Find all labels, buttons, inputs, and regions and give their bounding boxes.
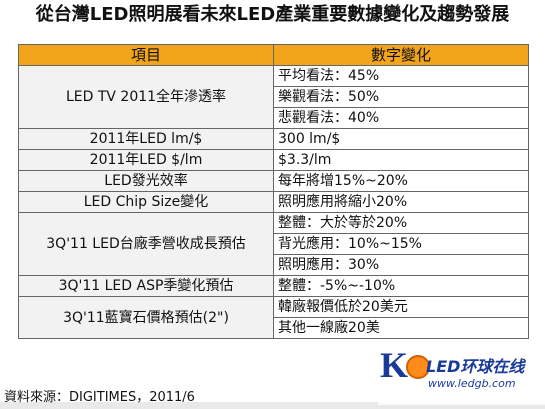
data-table: 項目 數字變化 LED TV 2011全年滲透率 平均看法：45% 樂觀看法：5… (18, 44, 529, 339)
logo-name: LED环球在线 (426, 357, 525, 376)
row-value: 每年將增15%~20% (273, 170, 529, 192)
table-row: LED發光效率 每年將增15%~20% (18, 170, 529, 192)
logo-url: www.ledgb.com (428, 377, 516, 390)
table-header-row: 項目 數字變化 (18, 44, 529, 66)
table-row: 悲觀看法：40% (19, 107, 529, 129)
table-row: 其他一線廠20美 (19, 317, 529, 339)
row-label: LED Chip Size變化 (18, 191, 274, 213)
bulb-icon (406, 355, 430, 379)
row-value: 背光應用：10%~15% (273, 233, 529, 255)
table-row: LED Chip Size變化 照明應用將縮小20% (18, 191, 529, 213)
table-row: 3Q'11 LED ASP季變化預估 整體：-5%~-10% (18, 275, 529, 297)
logo-letter: K (380, 345, 409, 385)
row-value: 韓廠報價低於20美元 (273, 296, 529, 318)
table-row: LED TV 2011全年滲透率 平均看法：45% (18, 65, 529, 129)
row-value: 300 lm/$ (273, 128, 529, 150)
row-label: 3Q'11藍寶石價格預估(2") (18, 296, 274, 339)
row-label: 3Q'11 LED ASP季變化預估 (18, 275, 274, 297)
table-row: 2011年LED lm/$ 300 lm/$ (18, 128, 529, 150)
watermark-logo: K LED环球在线 www.ledgb.com (378, 345, 545, 405)
row-value: 照明應用：30% (273, 254, 529, 276)
table-row: 樂觀看法：50% (19, 86, 529, 108)
table-row: 3Q'11藍寶石價格預估(2") 韓廠報價低於20美元 (18, 296, 529, 339)
page-title: 從台灣LED照明展看未來LED產業重要數據變化及趨勢發展 (35, 4, 510, 25)
source-note: 資料來源：DIGITIMES，2011/6 (4, 390, 195, 405)
row-value: 其他一線廠20美 (273, 317, 529, 339)
row-value: 平均看法：45% (273, 65, 529, 87)
row-label: 3Q'11 LED台廠季營收成長預估 (18, 212, 274, 276)
row-value: 悲觀看法：40% (273, 107, 529, 129)
table-row: 2011年LED $/lm $3.3/lm (18, 149, 529, 171)
table-row: 背光應用：10%~15% (19, 233, 529, 255)
table-row: 3Q'11 LED台廠季營收成長預估 整體：大於等於20% (18, 212, 529, 276)
bottom-bar (0, 402, 545, 409)
row-label: LED TV 2011全年滲透率 (18, 65, 274, 129)
row-value: 整體：大於等於20% (273, 212, 529, 234)
row-value: 整體：-5%~-10% (273, 275, 529, 297)
row-label: 2011年LED $/lm (18, 149, 274, 171)
row-label: 2011年LED lm/$ (18, 128, 274, 150)
row-value: $3.3/lm (273, 149, 529, 171)
row-value: 樂觀看法：50% (273, 86, 529, 108)
row-label: LED發光效率 (18, 170, 274, 192)
header-value: 數字變化 (273, 44, 529, 66)
row-value: 照明應用將縮小20% (273, 191, 529, 213)
header-item: 項目 (18, 44, 274, 66)
